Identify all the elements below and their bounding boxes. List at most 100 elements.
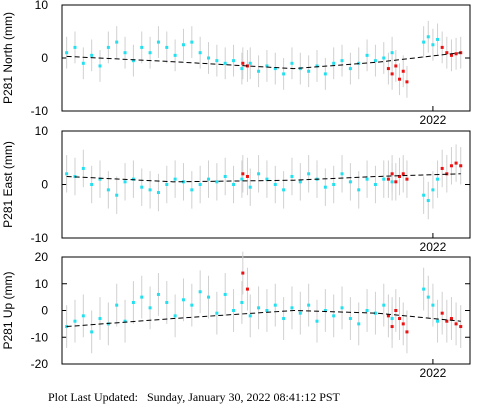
data-point xyxy=(315,319,319,323)
data-point xyxy=(73,45,77,49)
data-point xyxy=(65,172,69,176)
data-point xyxy=(65,51,69,55)
data-point xyxy=(323,185,327,189)
data-point xyxy=(115,193,119,197)
data-point xyxy=(290,306,294,310)
data-point xyxy=(131,177,135,181)
data-point xyxy=(440,166,444,170)
data-point xyxy=(390,72,394,76)
footer: Plot Last Updated: Sunday, January 30, 2… xyxy=(48,390,341,404)
data-point xyxy=(401,172,405,176)
data-point xyxy=(207,177,211,181)
data-point xyxy=(265,64,269,68)
data-point xyxy=(173,314,177,318)
data-point xyxy=(273,303,277,307)
data-point xyxy=(332,183,336,186)
data-point xyxy=(390,172,394,176)
data-point xyxy=(373,311,377,315)
data-point xyxy=(373,59,377,63)
data-point xyxy=(348,67,352,71)
data-point xyxy=(181,43,185,47)
data-point xyxy=(298,180,302,184)
data-point xyxy=(140,185,144,189)
data-point xyxy=(248,61,252,65)
data-point xyxy=(449,164,453,168)
data-point xyxy=(449,317,453,321)
data-point xyxy=(426,295,430,299)
data-point xyxy=(106,45,110,49)
data-point xyxy=(454,161,458,165)
data-point xyxy=(248,314,252,318)
data-point xyxy=(445,51,449,55)
data-point xyxy=(401,322,405,326)
data-point xyxy=(257,172,261,176)
data-point xyxy=(223,174,227,178)
data-point xyxy=(90,183,94,186)
data-point xyxy=(290,61,294,65)
data-point xyxy=(265,177,269,181)
data-point xyxy=(307,303,311,307)
x-tick-label: 2022 xyxy=(420,240,447,254)
trend-line xyxy=(66,52,461,70)
data-point xyxy=(282,188,286,192)
data-point xyxy=(323,72,327,76)
data-point xyxy=(431,43,435,47)
y-tick-label: 10 xyxy=(35,124,49,138)
data-point xyxy=(173,177,177,181)
data-point xyxy=(348,317,352,321)
data-point xyxy=(257,69,261,73)
data-point xyxy=(394,180,398,184)
data-point xyxy=(394,309,398,312)
data-point xyxy=(454,52,458,56)
data-point xyxy=(390,317,394,321)
data-point xyxy=(340,306,344,310)
data-point xyxy=(445,319,449,323)
data-point xyxy=(307,172,311,176)
y-tick-label: -10 xyxy=(31,330,49,344)
data-point xyxy=(382,177,386,181)
data-point xyxy=(173,53,177,57)
data-point xyxy=(357,188,361,192)
data-point xyxy=(398,317,402,321)
data-point xyxy=(156,292,160,296)
data-point xyxy=(156,191,160,195)
data-point xyxy=(373,183,377,186)
x-tick-label: 2022 xyxy=(420,366,447,380)
data-point xyxy=(207,56,211,60)
data-point xyxy=(241,271,245,275)
data-point xyxy=(365,309,369,312)
data-point xyxy=(440,311,444,315)
data-point xyxy=(382,303,386,307)
data-point xyxy=(431,303,435,307)
y-axis-label: P281 North (mm) xyxy=(1,12,15,104)
data-point xyxy=(241,61,245,65)
y-tick-label: -10 xyxy=(31,104,49,118)
data-point xyxy=(115,303,119,307)
data-point xyxy=(240,300,244,304)
data-point xyxy=(215,180,219,184)
data-point xyxy=(140,295,144,299)
data-point xyxy=(386,177,390,181)
data-point xyxy=(282,72,286,76)
data-point xyxy=(390,180,394,184)
data-point xyxy=(422,193,426,197)
data-point xyxy=(394,64,398,68)
data-point xyxy=(241,172,245,176)
y-tick-label: -20 xyxy=(31,357,49,371)
data-point xyxy=(81,166,85,170)
data-point xyxy=(248,185,252,189)
data-point xyxy=(422,287,426,291)
data-point xyxy=(190,303,194,307)
data-point xyxy=(386,314,390,318)
data-point xyxy=(232,309,236,312)
data-point xyxy=(223,292,227,296)
y-tick-label: 20 xyxy=(35,250,49,264)
data-point xyxy=(459,164,463,168)
data-point xyxy=(232,183,236,186)
data-point xyxy=(426,199,430,203)
data-point xyxy=(282,317,286,321)
data-point xyxy=(332,61,336,65)
data-point xyxy=(332,314,336,318)
data-point xyxy=(245,64,249,68)
data-point xyxy=(81,61,85,65)
